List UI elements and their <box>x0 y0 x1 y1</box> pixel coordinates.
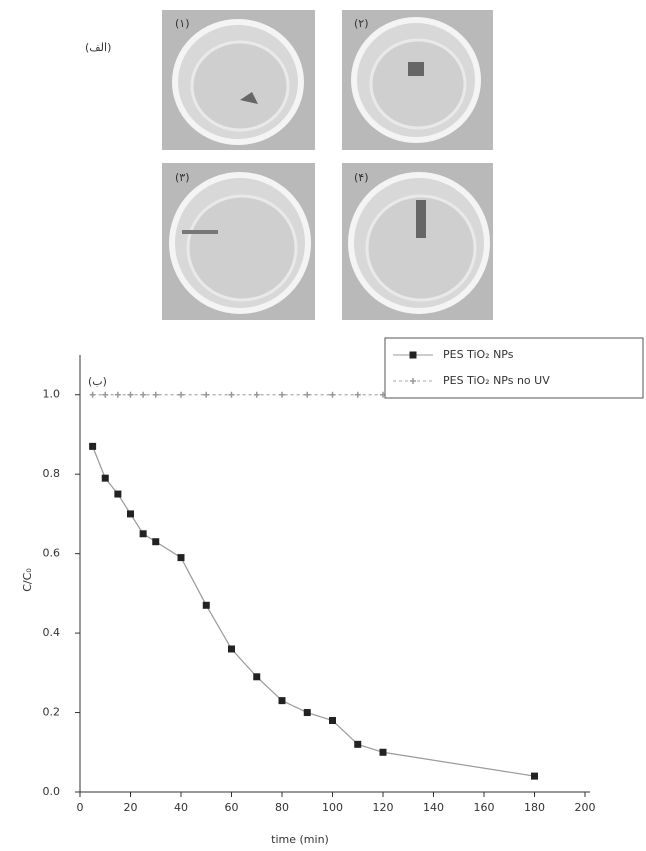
x-tick-label: 120 <box>373 801 394 814</box>
x-tick-label: 60 <box>225 801 239 814</box>
dish-inner <box>186 194 298 302</box>
marker <box>89 391 96 398</box>
y-tick-label: 0.4 <box>43 626 61 639</box>
marker <box>102 391 109 398</box>
legend-label: PES TiO₂ NPs <box>443 348 514 361</box>
marker <box>531 772 538 780</box>
marker <box>127 391 134 398</box>
marker <box>114 391 121 398</box>
marker <box>139 530 147 538</box>
x-tick-label: 140 <box>423 801 444 814</box>
sample <box>416 200 426 238</box>
marker <box>329 391 336 398</box>
sample <box>182 230 218 234</box>
sample <box>408 62 424 76</box>
y-tick-label: 0.0 <box>43 785 61 798</box>
x-tick-label: 160 <box>474 801 495 814</box>
legend-box <box>384 337 644 399</box>
y-tick-label: 0.6 <box>43 547 61 560</box>
x-tick-label: 180 <box>524 801 545 814</box>
photo-panel: (۲) <box>342 10 493 150</box>
legend-marker <box>409 351 417 359</box>
panel-label: (۴) <box>354 171 369 184</box>
marker <box>304 391 311 398</box>
marker <box>152 538 160 546</box>
photo-panel: (۴) <box>342 163 493 320</box>
marker <box>177 554 185 562</box>
photo-panel: (۱) <box>162 10 315 150</box>
marker <box>278 697 286 705</box>
x-tick-label: 200 <box>575 801 596 814</box>
marker <box>354 391 361 398</box>
x-tick-label: 80 <box>275 801 289 814</box>
legend-label: PES TiO₂ NPs no UV <box>443 374 550 387</box>
sample <box>240 92 258 104</box>
y-tick-label: 0.8 <box>43 467 61 480</box>
panel-label: (۲) <box>354 17 369 30</box>
marker <box>303 709 311 717</box>
marker <box>101 474 109 482</box>
photo-panel: (۳) <box>162 163 315 320</box>
marker <box>253 391 260 398</box>
chart-annotation: (ب) <box>88 375 107 388</box>
marker <box>203 391 210 398</box>
y-axis-label: C/C₀ <box>21 568 34 592</box>
y-tick-label: 0.2 <box>43 706 61 719</box>
legend-marker <box>410 378 416 384</box>
marker <box>89 442 97 450</box>
photos-label: (الف) <box>85 41 111 54</box>
marker <box>228 645 235 653</box>
marker <box>279 391 285 398</box>
y-tick-label: 1.0 <box>43 388 61 401</box>
marker <box>253 673 261 681</box>
marker <box>228 391 235 398</box>
marker <box>140 391 147 398</box>
x-tick-label: 20 <box>124 801 138 814</box>
marker <box>127 510 134 518</box>
panel-label: (۱) <box>175 17 190 30</box>
marker <box>354 740 362 748</box>
dish-inner <box>190 40 290 132</box>
marker <box>379 748 387 756</box>
x-tick-label: 0 <box>77 801 84 814</box>
dish-inner <box>365 194 477 302</box>
x-tick-label: 40 <box>174 801 188 814</box>
x-tick-label: 100 <box>322 801 343 814</box>
marker <box>178 391 184 398</box>
x-axis-label: time (min) <box>271 833 329 846</box>
marker <box>152 391 159 398</box>
series-line <box>92 446 535 777</box>
marker <box>329 716 336 724</box>
marker <box>202 601 210 609</box>
marker <box>114 490 122 498</box>
panel-label: (۳) <box>175 171 190 184</box>
dish-inner <box>369 38 467 130</box>
